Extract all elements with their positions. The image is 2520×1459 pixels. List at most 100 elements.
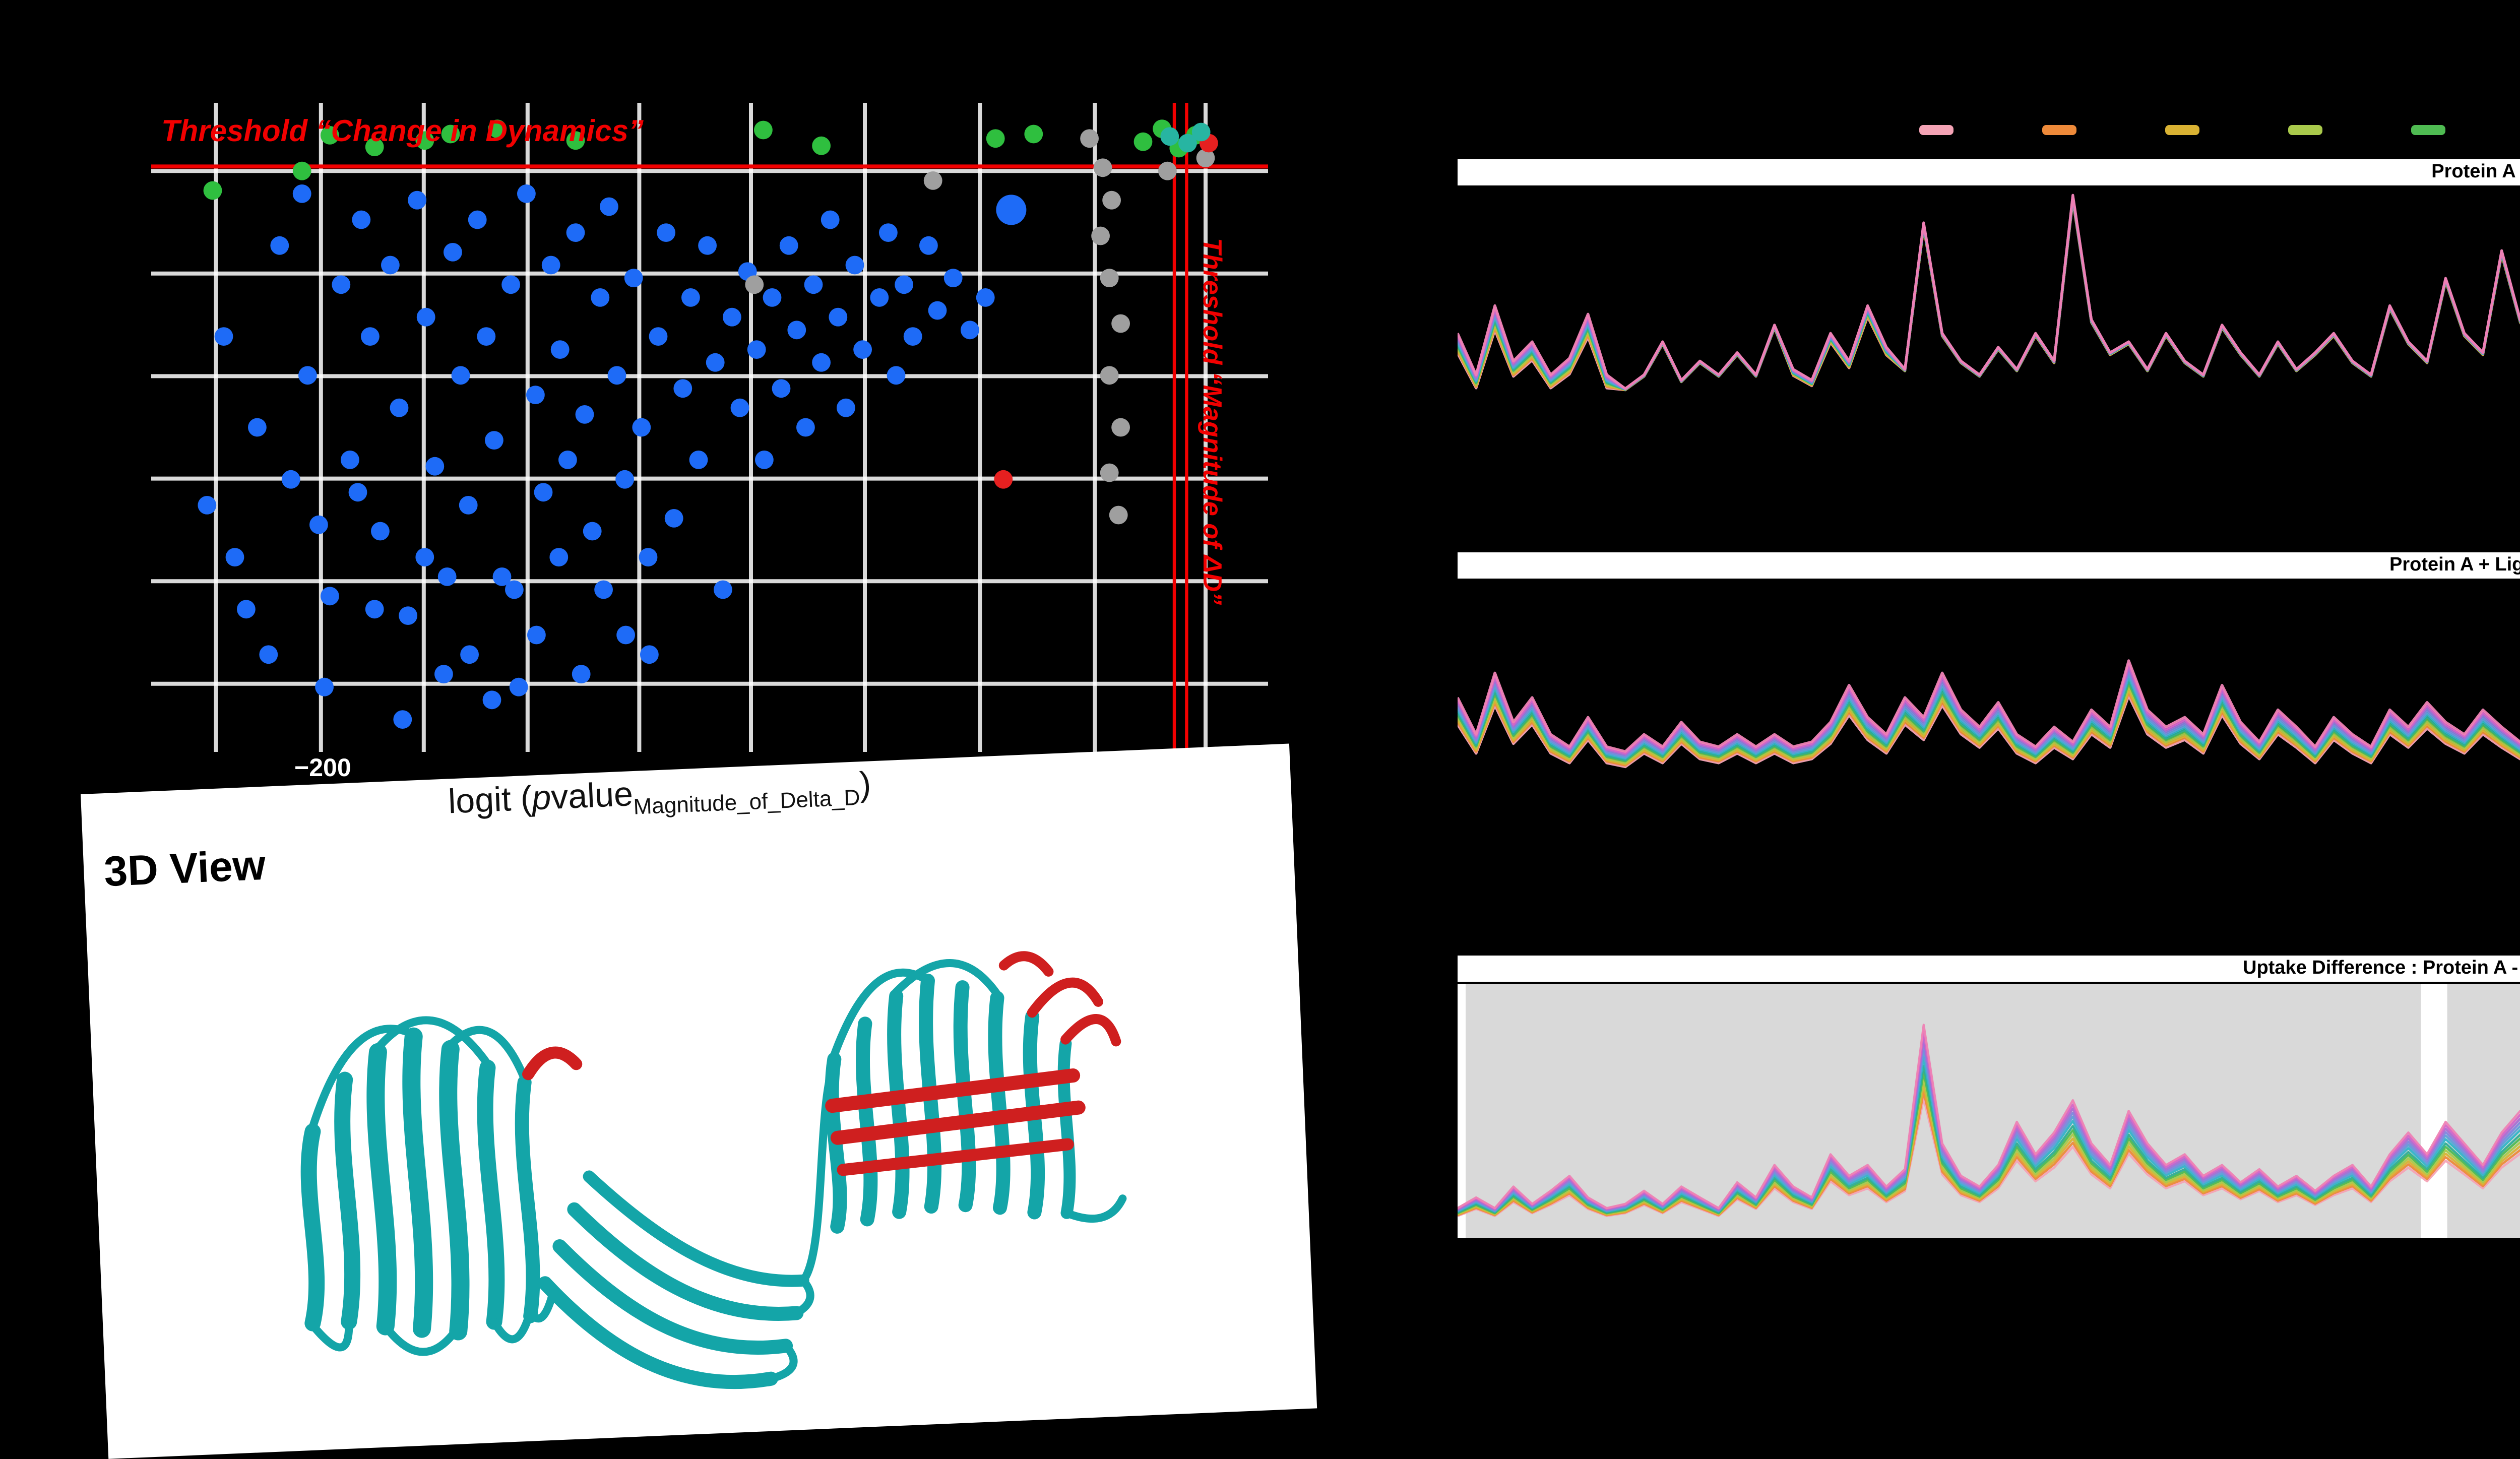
legend-dash[interactable] [2042,125,2076,134]
scatter-point[interactable] [408,191,426,210]
scatter-point[interactable] [1160,127,1179,146]
scatter-point[interactable] [812,136,831,155]
uptake-line-periwinkle[interactable] [1458,609,2520,757]
scatter-point[interactable] [566,223,585,242]
uptake-difference-chart[interactable] [1458,984,2520,1238]
scatter-point[interactable] [468,210,487,229]
scatter-point[interactable] [558,451,577,469]
uptake-line-gold[interactable] [1458,1084,2520,1216]
scatter-point[interactable] [986,129,1005,148]
scatter-point[interactable] [259,645,278,664]
scatter-point[interactable] [437,567,457,586]
uptake-line-orange[interactable] [1458,1091,2520,1217]
scatter-point[interactable] [961,321,979,340]
legend-dash[interactable] [2165,125,2199,134]
scatter-point[interactable] [1102,191,1121,210]
uptake-line-cyan[interactable] [1458,1056,2520,1213]
scatter-point[interactable] [787,321,806,340]
scatter-point[interactable] [361,327,380,346]
scatter-point[interactable] [509,677,528,696]
scatter-point[interactable] [415,131,434,150]
scatter-point[interactable] [381,256,400,275]
scatter-point[interactable] [1024,124,1043,144]
scatter-point[interactable] [292,161,311,180]
scatter-point[interactable] [664,509,683,528]
scatter-point[interactable] [706,353,725,372]
scatter-point[interactable] [505,580,524,599]
scatter-point[interactable] [321,126,339,145]
scatter-point[interactable] [315,677,334,696]
scatter-point[interactable] [640,645,659,664]
scatter-point[interactable] [248,418,267,437]
uptake-line-gold[interactable] [1458,652,2520,766]
scatter-point[interactable] [928,301,947,320]
scatter-point[interactable] [444,243,462,262]
scatter-point[interactable] [763,288,782,307]
uptake-line-periwinkle[interactable] [1458,1043,2520,1212]
scatter-point[interactable] [393,710,412,729]
scatter-point[interactable] [649,327,668,346]
scatter-point[interactable] [332,275,351,294]
scatter-point[interactable] [441,124,460,144]
scatter-point[interactable] [681,288,700,307]
scatter-point[interactable] [237,600,256,619]
scatter-point[interactable] [1196,149,1215,167]
scatter-point[interactable] [399,606,417,625]
scatter-point[interactable] [526,386,545,404]
scatter-point[interactable] [1111,418,1130,437]
scatter-point[interactable] [754,120,773,140]
scatter-point[interactable] [1111,314,1130,333]
scatter-point[interactable] [923,171,942,190]
uptake-line-rose[interactable] [1458,194,2520,390]
scatter-point[interactable] [415,548,434,566]
uptake-line-green[interactable] [1458,1071,2520,1215]
scatter-point[interactable] [689,451,708,469]
scatter-point[interactable] [501,275,520,294]
scatter-point[interactable] [214,327,233,346]
scatter-point[interactable] [549,548,569,566]
scatter-point[interactable] [714,580,732,599]
scatter-point[interactable] [365,600,384,619]
legend-dash[interactable] [1919,125,1954,134]
scatter-point[interactable] [730,398,749,417]
scatter-point[interactable] [225,548,244,566]
scatter-point[interactable] [747,340,766,359]
scatter-point[interactable] [321,587,339,606]
uptake-line-magenta[interactable] [1458,1030,2520,1210]
scatter-point[interactable] [1093,158,1112,177]
uptake-chart-protein-a[interactable] [1458,185,2520,544]
uptake-line-teal[interactable] [1458,630,2520,762]
scatter-point[interactable] [632,418,651,437]
scatter-point[interactable] [459,496,478,515]
scatter-point[interactable] [845,256,864,275]
scatter-point[interactable] [853,340,872,359]
scatter-point[interactable] [416,307,435,327]
scatter-point[interactable] [698,236,717,255]
legend-dash[interactable] [2411,125,2445,134]
scatter-point[interactable] [994,470,1013,489]
scatter-point[interactable] [1133,132,1153,151]
uptake-chart-protein-a-ligand[interactable] [1458,581,2520,937]
scatter-point[interactable] [365,138,384,156]
scatter-point[interactable] [348,483,367,502]
scatter-point[interactable] [281,470,300,489]
scatter-point[interactable] [541,256,560,275]
scatter-point[interactable] [943,269,963,287]
scatter-point[interactable] [1100,463,1119,482]
scatter-point[interactable] [583,522,602,541]
scatter-point[interactable] [639,548,658,566]
scatter-point[interactable] [755,451,774,469]
scatter-point[interactable] [1091,226,1110,245]
uptake-line-rose[interactable] [1458,587,2520,753]
scatter-point[interactable] [779,236,798,255]
scatter-point[interactable] [673,379,692,398]
scatter-point[interactable] [434,665,453,683]
scatter-point[interactable] [624,269,643,287]
scatter-point[interactable] [1191,122,1211,142]
scatter-point[interactable] [198,496,217,515]
scatter-point[interactable] [460,645,479,664]
scatter-point[interactable] [796,418,815,437]
scatter-point[interactable] [600,197,618,216]
volcano-plot[interactable] [151,103,1268,752]
scatter-point[interactable] [485,431,503,450]
